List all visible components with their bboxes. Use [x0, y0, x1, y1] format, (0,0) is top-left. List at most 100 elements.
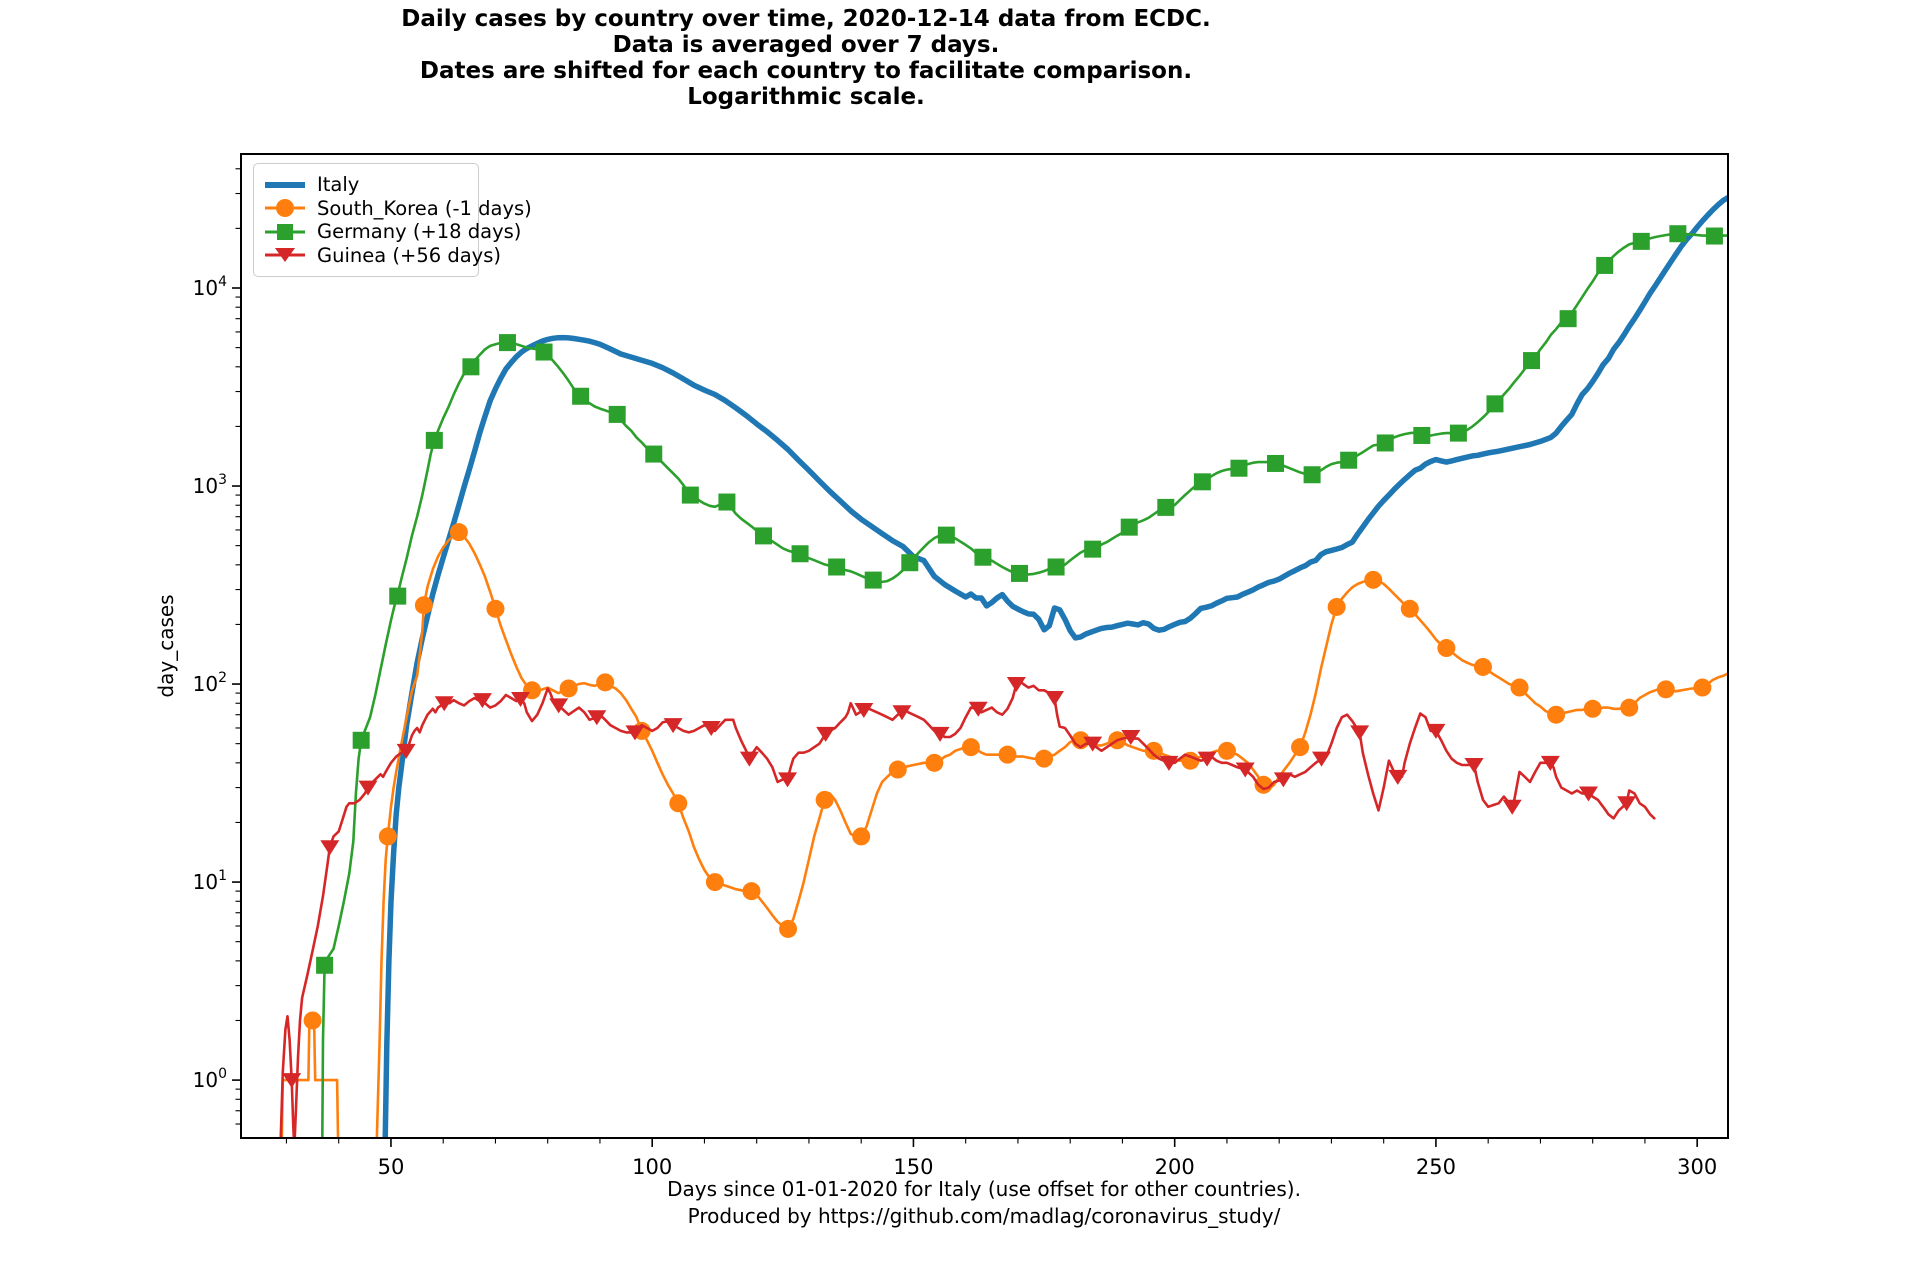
- square-marker: [1705, 227, 1723, 245]
- circle-marker: [1327, 597, 1346, 616]
- circle-marker: [1437, 639, 1456, 658]
- circle-marker: [1473, 657, 1492, 676]
- triangle-down-marker: [549, 698, 569, 714]
- legend-label-italy: Italy: [317, 173, 360, 197]
- square-marker: [1047, 558, 1065, 576]
- triangle-down-marker: [1350, 725, 1370, 741]
- legend-label-germany: Germany (+18 days): [317, 220, 522, 244]
- square-marker: [864, 571, 882, 589]
- series-line: [280, 530, 1728, 1138]
- triangle-down-marker: [1312, 751, 1332, 767]
- circle-marker: [1400, 599, 1419, 618]
- circle-marker: [669, 794, 688, 813]
- legend-item-germany: Germany (+18 days): [265, 220, 521, 244]
- series-guinea: [279, 677, 1656, 1138]
- legend-item-italy: Italy: [265, 173, 466, 197]
- y-tick-label: 102: [193, 670, 227, 696]
- triangle-down-marker: [1617, 796, 1637, 812]
- legend-label-south-korea: South_Korea (-1 days): [317, 196, 532, 220]
- triangle-down-marker: [930, 726, 950, 742]
- circle-marker: [596, 673, 615, 692]
- triangle-down-marker: [396, 743, 416, 759]
- square-marker: [718, 493, 736, 511]
- legend: Italy South_Korea (-1 days) Germany (+18…: [253, 163, 532, 277]
- y-tick-label: 100: [193, 1066, 227, 1092]
- triangle-down-marker: [854, 702, 874, 718]
- square-marker: [974, 548, 992, 566]
- legend-item-south-korea: South_Korea (-1 days): [265, 197, 532, 221]
- square-marker: [316, 956, 334, 974]
- square-marker: [828, 558, 846, 576]
- legend-line: [265, 181, 305, 188]
- circle-marker: [998, 745, 1017, 764]
- triangle-down-marker: [1540, 755, 1560, 771]
- triangle-down-icon: [275, 248, 295, 263]
- triangle-down-marker: [1235, 762, 1255, 778]
- y-axis-label: day_cases: [154, 594, 178, 698]
- square-marker: [608, 405, 626, 423]
- triangle-down-marker: [1121, 730, 1141, 746]
- series-line: [321, 232, 1728, 1138]
- square-marker: [498, 334, 516, 352]
- square-marker: [572, 387, 590, 405]
- plot-border: [240, 153, 1729, 1139]
- square-marker: [389, 587, 407, 605]
- circle-icon: [276, 199, 294, 218]
- x-tick-label: 150: [893, 1155, 933, 1179]
- circle-marker: [705, 873, 724, 892]
- circle-marker: [1291, 738, 1310, 757]
- chart-title-line3: Dates are shifted for each country to fa…: [419, 58, 1193, 84]
- square-marker: [1340, 451, 1358, 469]
- triangle-down-marker: [968, 701, 988, 717]
- square-marker: [901, 554, 919, 572]
- x-tick-label: 200: [1155, 1155, 1195, 1179]
- square-marker: [1084, 540, 1102, 558]
- triangle-down-marker: [1464, 758, 1484, 774]
- triangle-down-marker: [1159, 755, 1179, 771]
- circle-marker: [1217, 741, 1236, 760]
- square-marker: [1559, 310, 1577, 328]
- tick-labels: 50 100 150 200 250 300 100 101 102 103 104: [193, 274, 1718, 1179]
- triangle-down-marker: [472, 693, 492, 709]
- square-marker: [1303, 466, 1321, 484]
- triangle-down-marker: [511, 692, 531, 708]
- legend-line-sample-germany: [265, 221, 305, 243]
- legend-label-guinea: Guinea (+56 days): [317, 243, 501, 267]
- circle-marker: [1035, 749, 1054, 768]
- triangle-down-marker: [739, 751, 759, 767]
- triangle-down-marker: [625, 725, 645, 741]
- series-italy: [382, 194, 1728, 1138]
- square-marker: [462, 358, 480, 376]
- triangle-down-marker: [701, 720, 721, 736]
- square-marker: [1449, 424, 1467, 442]
- series-line: [382, 194, 1728, 1138]
- chart-title-line2: Data is averaged over 7 days.: [612, 32, 1000, 58]
- circle-marker: [449, 523, 468, 542]
- legend-line-sample-south-korea: [265, 197, 305, 219]
- circle-marker: [1693, 678, 1712, 697]
- square-marker: [1376, 434, 1394, 452]
- y-tick-label: 101: [193, 868, 227, 894]
- triangle-down-marker: [1578, 786, 1598, 802]
- triangle-down-marker: [1197, 751, 1217, 767]
- square-marker: [791, 545, 809, 563]
- x-tick-label: 300: [1677, 1155, 1717, 1179]
- triangle-down-marker: [1045, 691, 1065, 707]
- triangle-down-marker: [1426, 723, 1446, 739]
- legend-item-guinea: Guinea (+56 days): [265, 244, 501, 268]
- series-line: [279, 680, 1656, 1138]
- square-marker: [1523, 352, 1541, 370]
- circle-marker: [925, 753, 944, 772]
- legend-line-sample-guinea: [265, 244, 305, 266]
- circle-marker: [888, 760, 907, 779]
- axis-ticks: [232, 168, 1698, 1147]
- y-tick-label: 104: [193, 274, 227, 300]
- x-axis-credit: Produced by https://github.com/madlag/co…: [687, 1204, 1281, 1228]
- triangle-down-marker: [434, 696, 454, 712]
- square-marker: [1413, 426, 1431, 444]
- circle-marker: [779, 919, 798, 938]
- square-marker: [1596, 256, 1614, 274]
- legend-line-sample-italy: [265, 174, 305, 196]
